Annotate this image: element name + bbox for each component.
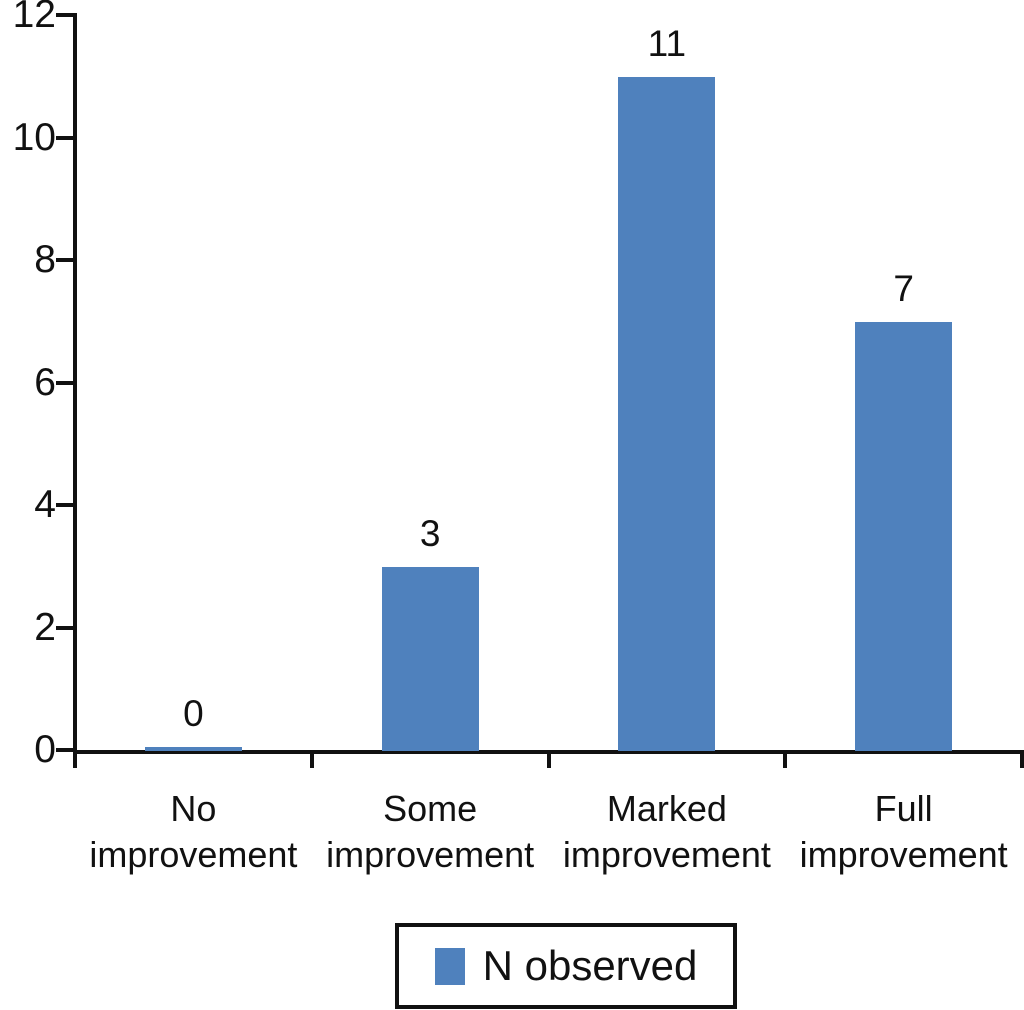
y-axis-line — [73, 13, 77, 766]
x-category-label: Marked improvement — [562, 788, 771, 875]
bar-value-label: 3 — [419, 513, 441, 554]
y-tick-label: 0 — [34, 728, 56, 771]
legend-swatch-icon — [434, 947, 465, 985]
x-tick-mark — [73, 750, 77, 768]
x-tick-mark — [783, 750, 788, 768]
y-tick-label: 6 — [34, 360, 56, 404]
y-tick-mark — [56, 13, 74, 17]
bar — [381, 567, 479, 751]
bar — [855, 322, 953, 751]
x-tick-mark — [546, 750, 551, 768]
y-tick-mark — [56, 503, 74, 507]
y-tick-label: 12 — [12, 0, 56, 36]
y-tick-mark — [56, 380, 74, 385]
x-category-label: Some improvement — [326, 788, 535, 875]
bar-value-label: 11 — [647, 23, 687, 64]
bar — [618, 77, 716, 751]
y-tick-label: 8 — [34, 238, 56, 281]
x-tick-mark — [309, 750, 314, 768]
bar-value-label: 7 — [893, 268, 914, 309]
y-tick-mark — [56, 748, 74, 752]
x-tick-mark — [1020, 750, 1024, 768]
legend: N observed — [395, 923, 737, 1009]
bar-value-label: 0 — [183, 693, 204, 734]
x-category-label: No improvement — [89, 788, 298, 875]
y-tick-mark — [56, 135, 74, 140]
y-tick-mark — [56, 258, 74, 262]
y-tick-label: 2 — [34, 605, 56, 649]
bar — [144, 747, 242, 751]
y-tick-label: 10 — [12, 115, 56, 159]
legend-label: N observed — [482, 942, 698, 989]
x-category-label: Full improvement — [799, 788, 1008, 875]
y-tick-label: 4 — [34, 483, 56, 526]
y-tick-mark — [56, 625, 74, 630]
